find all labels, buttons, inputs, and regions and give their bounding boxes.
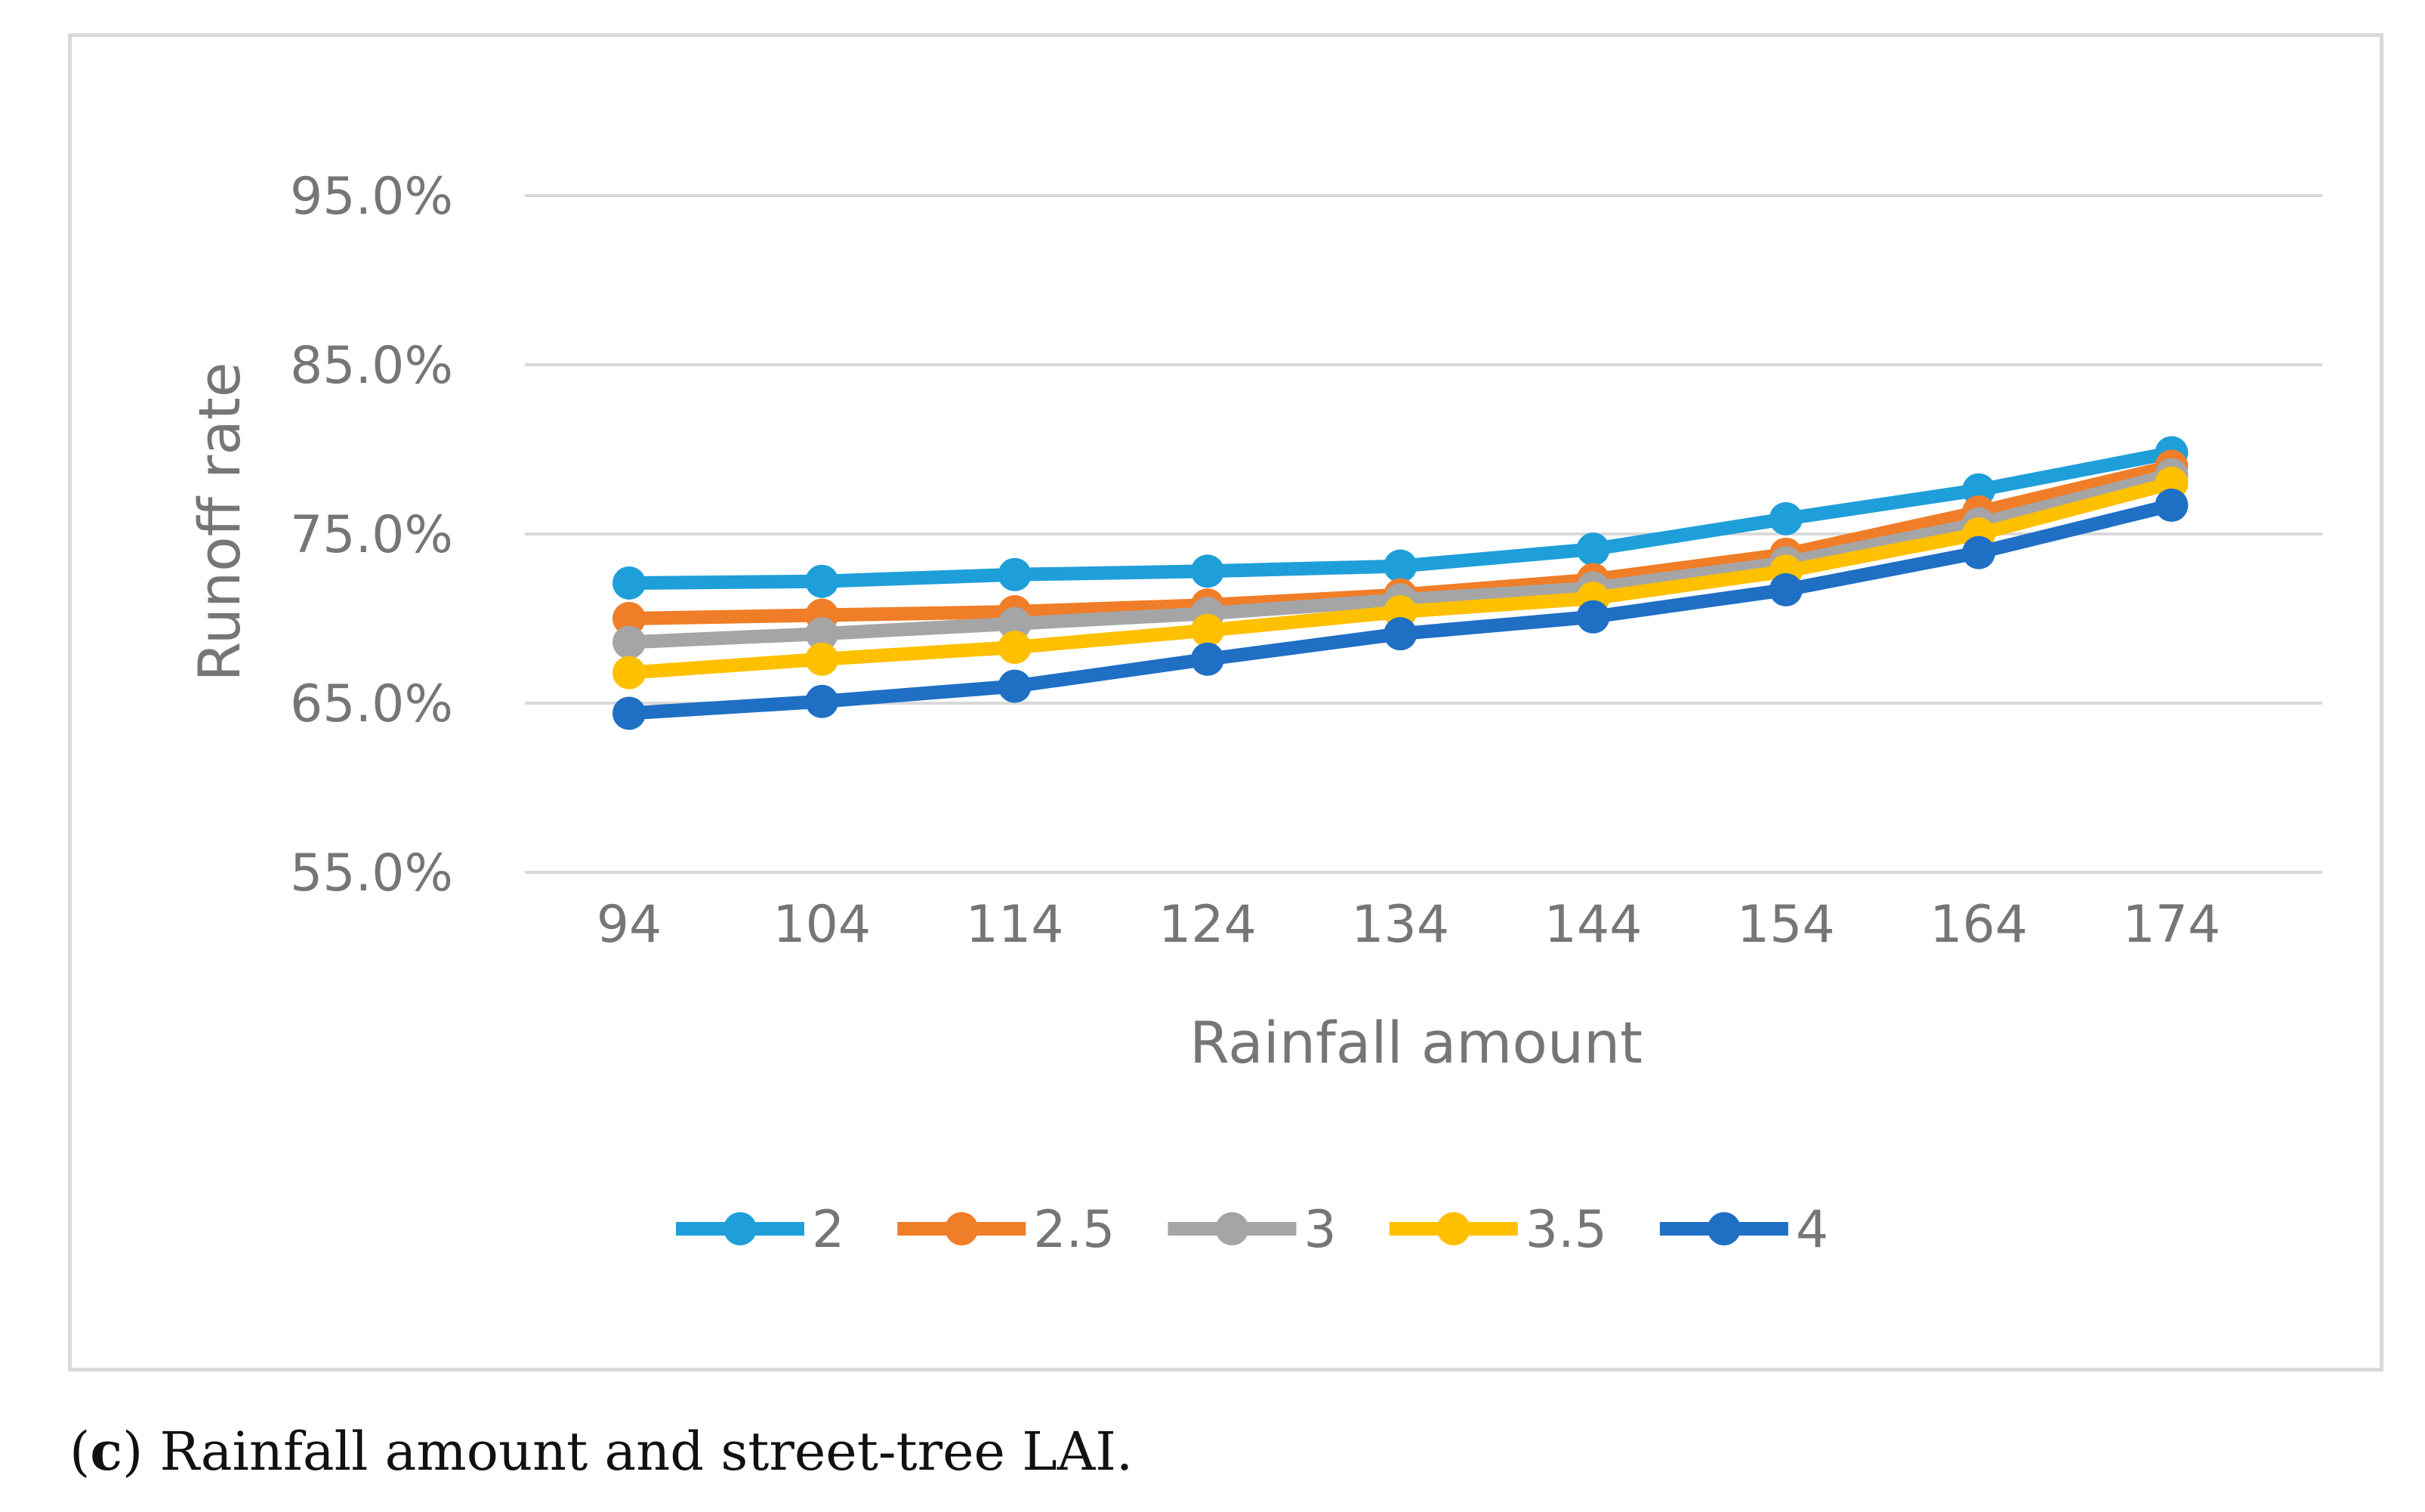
figure-caption: (c) Rainfall amount and street-tree LAI. (69, 1420, 1134, 1483)
y-tick-label: 95.0% (290, 167, 453, 227)
y-tick-label: 85.0% (290, 336, 453, 396)
data-point (1576, 532, 1610, 566)
x-tick-label: 154 (1737, 895, 1835, 955)
series-3.5 (612, 466, 2189, 690)
data-point (805, 617, 839, 651)
legend-label: 2 (812, 1200, 844, 1260)
legend-swatch-marker (723, 1212, 757, 1245)
data-point (998, 631, 1032, 665)
legend-label: 3 (1304, 1200, 1336, 1260)
data-point (612, 602, 646, 635)
data-point (612, 625, 646, 659)
data-point (805, 642, 839, 676)
x-tick-label: 164 (1930, 895, 2028, 955)
x-tick-label: 144 (1544, 895, 1643, 955)
x-tick-label: 104 (773, 895, 871, 955)
data-point (1190, 554, 1224, 588)
x-tick-label: 174 (2123, 895, 2221, 955)
legend-swatch-marker (945, 1212, 979, 1245)
caption-label: c (90, 1420, 122, 1483)
series-lines (612, 436, 2189, 730)
y-axis-ticks: 55.0% 65.0% 75.0% 85.0% 95.0% (290, 167, 453, 903)
legend-swatch-marker (1215, 1212, 1249, 1245)
x-axis-ticks: 94 104 114 124 134 144 154 164 174 (597, 895, 2221, 955)
data-point (1576, 600, 1610, 634)
legend: 2 2.5 3 3.5 4 (676, 1200, 1828, 1260)
y-tick-label: 65.0% (290, 674, 453, 734)
data-point (612, 656, 646, 690)
data-point (1962, 535, 1996, 569)
data-point (612, 566, 646, 600)
data-point (805, 564, 839, 598)
x-tick-label: 124 (1159, 895, 1257, 955)
x-tick-label: 134 (1351, 895, 1449, 955)
series-2 (612, 436, 2189, 600)
series-4 (612, 488, 2189, 730)
legend-label: 2.5 (1033, 1200, 1115, 1260)
legend-item: 2.5 (897, 1200, 1115, 1260)
line-chart: 55.0% 65.0% 75.0% 85.0% 95.0% 94 104 114 124 134… (186, 167, 2322, 1260)
data-point (1769, 501, 1803, 535)
data-point (612, 696, 646, 730)
legend-swatch-marker (1707, 1212, 1741, 1245)
data-point (1384, 617, 1418, 651)
data-point (1190, 613, 1224, 647)
data-point (1190, 642, 1224, 676)
legend-item: 2 (676, 1200, 844, 1260)
y-tick-label: 75.0% (290, 505, 453, 565)
legend-label: 4 (1796, 1200, 1828, 1260)
y-tick-label: 55.0% (290, 844, 453, 903)
y-axis-title: Runoff rate (186, 362, 253, 681)
x-tick-label: 94 (597, 895, 662, 955)
data-point (998, 606, 1032, 640)
data-point (998, 669, 1032, 703)
legend-item: 3.5 (1389, 1200, 1607, 1260)
data-point (998, 557, 1032, 591)
data-point (1384, 549, 1418, 583)
legend-item: 4 (1659, 1200, 1828, 1260)
caption-text: Rainfall amount and street-tree LAI. (159, 1421, 1134, 1483)
legend-label: 3.5 (1526, 1200, 1607, 1260)
legend-swatch-marker (1436, 1212, 1470, 1245)
data-point (1769, 572, 1803, 606)
x-tick-label: 114 (966, 895, 1064, 955)
legend-item: 3 (1168, 1200, 1337, 1260)
chart-frame: 55.0% 65.0% 75.0% 85.0% 95.0% 94 104 114 124 134… (68, 33, 2383, 1372)
data-point (805, 684, 839, 718)
data-point (2155, 488, 2189, 522)
x-axis-title: Rainfall amount (1189, 1009, 1643, 1076)
